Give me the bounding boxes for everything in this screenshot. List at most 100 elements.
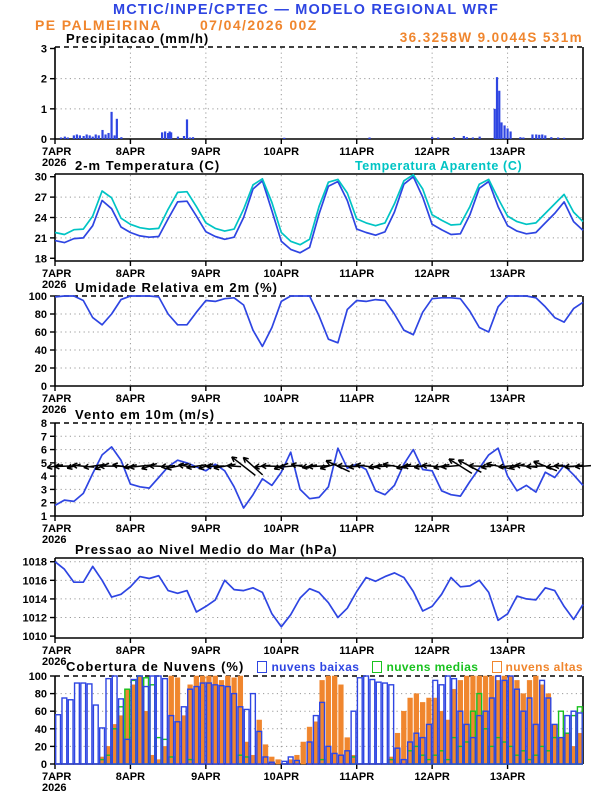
svg-text:7: 7	[41, 431, 47, 443]
svg-text:11APR: 11APR	[339, 268, 374, 280]
svg-text:10APR: 10APR	[264, 268, 300, 280]
wind-barb	[307, 464, 331, 468]
cloud-bar	[495, 680, 501, 765]
cloud-bar	[80, 682, 87, 765]
cloud-bar	[338, 684, 344, 765]
cloud-bar	[388, 684, 395, 765]
svg-text:9APR: 9APR	[191, 393, 220, 405]
cloud-bar	[419, 736, 426, 765]
cloud-bar	[287, 756, 294, 765]
cloud-bar	[401, 710, 407, 765]
precip-bar	[115, 118, 118, 139]
cloud-bar	[476, 714, 483, 765]
cloud-bar	[237, 675, 244, 765]
cloud-bar	[161, 677, 169, 765]
cloud-bar	[118, 715, 124, 765]
precip-bar	[88, 135, 91, 139]
precip-bar	[431, 136, 434, 139]
cloud-bar	[180, 706, 187, 765]
cloud-bar	[332, 675, 338, 765]
precip-bar	[495, 77, 499, 139]
cloud-bar	[149, 675, 156, 765]
precip-bar	[506, 128, 509, 139]
precip-bar	[550, 137, 553, 139]
legend-box-green-icon	[372, 660, 383, 673]
legend-nuvens-baixas: nuvens baixas	[257, 660, 359, 674]
cloud-bar	[281, 760, 288, 765]
legend-label: nuvens altas	[505, 659, 583, 674]
cloud-bar	[294, 754, 300, 765]
cloud-bar	[218, 684, 225, 765]
precip-bar	[191, 137, 195, 139]
series-line	[54, 446, 584, 509]
svg-text:13APR: 13APR	[490, 771, 526, 783]
cloud-bar	[526, 680, 533, 765]
cloud-bar	[407, 697, 413, 765]
cloud-bar	[269, 756, 275, 765]
precip-bar	[113, 135, 116, 139]
cloud-bar	[464, 675, 470, 765]
cloud-bar	[319, 701, 326, 765]
precip-bar	[535, 134, 538, 139]
wind-barb	[441, 464, 461, 468]
svg-text:1016: 1016	[23, 575, 47, 587]
cloud-bar	[476, 675, 482, 765]
panel-title-clouds: Cobertura de Nuvens (%)	[66, 659, 245, 674]
cloud-bar	[513, 688, 521, 765]
cloud-bar	[514, 680, 520, 765]
cloud-bar	[526, 697, 533, 765]
cloud-bar	[256, 730, 263, 765]
svg-text:10APR: 10APR	[264, 393, 300, 405]
svg-text:100: 100	[29, 671, 47, 683]
precip-bar	[519, 137, 522, 139]
svg-text:13APR: 13APR	[490, 268, 526, 280]
cloud-bar	[501, 679, 508, 765]
precip-bar	[59, 137, 63, 139]
station-name: PE PALMEIRINA	[35, 17, 162, 33]
cloud-bar	[142, 685, 150, 765]
svg-text:2026: 2026	[42, 782, 66, 792]
cloud-bar	[174, 721, 181, 765]
cloud-bar	[231, 677, 237, 765]
wind-barb	[231, 456, 256, 477]
cloud-bar	[576, 712, 583, 765]
cloud-bar	[369, 678, 376, 765]
svg-text:20: 20	[35, 741, 47, 753]
cloud-bar	[469, 736, 477, 765]
precip-bar	[509, 131, 512, 139]
cloud-panel-title-row: Cobertura de Nuvens (%) nuvens baixas nu…	[66, 659, 583, 674]
cloud-bar	[55, 714, 62, 765]
svg-text:7APR: 7APR	[42, 268, 71, 280]
precip-bar	[107, 132, 110, 139]
cloud-bar	[67, 699, 74, 765]
cloud-bar	[205, 682, 213, 765]
cloud-bar	[570, 746, 577, 765]
wind-barb	[526, 465, 546, 468]
cloud-bar	[130, 684, 137, 765]
cloud-bar	[325, 745, 332, 765]
cloud-bar	[363, 675, 370, 765]
cloud-bar	[445, 719, 451, 765]
precip-bar	[503, 125, 506, 139]
svg-text:5: 5	[41, 458, 47, 470]
svg-text:12APR: 12APR	[414, 645, 450, 657]
svg-text:7APR: 7APR	[42, 146, 71, 158]
cloud-bar	[495, 675, 502, 765]
cloud-bar	[539, 684, 545, 765]
cloud-bar	[564, 732, 570, 765]
cloud-bar	[187, 684, 193, 765]
precip-bar	[544, 135, 547, 139]
precip-bar	[170, 132, 173, 139]
precip-bar	[522, 137, 525, 139]
svg-text:40: 40	[35, 724, 47, 736]
svg-text:10APR: 10APR	[264, 523, 300, 535]
svg-text:3: 3	[41, 484, 47, 496]
cloud-bar	[426, 697, 432, 765]
legend-label: nuvens medias	[386, 659, 479, 674]
precip-bar	[500, 122, 503, 139]
precip-bar	[168, 131, 171, 139]
wind-barb	[382, 463, 406, 469]
cloud-bar	[375, 681, 382, 765]
cloud-bar	[136, 675, 143, 765]
